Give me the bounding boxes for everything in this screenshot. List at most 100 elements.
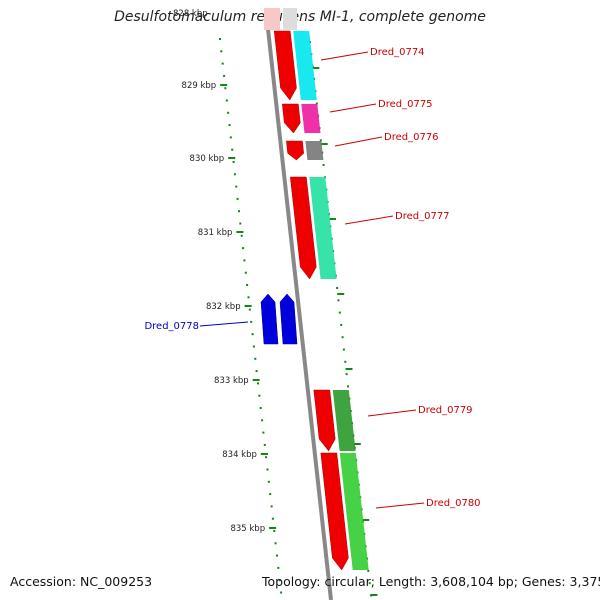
tick-mark	[250, 320, 253, 323]
gene-arrow-dred_0775[interactable]	[282, 103, 301, 134]
leader-line	[329, 103, 377, 113]
gene-label-dred_0777[interactable]: Dred_0777	[395, 211, 450, 222]
major-tick	[329, 218, 336, 220]
tick-mark	[238, 210, 240, 213]
scale-label: 835 kbp	[230, 524, 265, 534]
tick-mark	[228, 124, 231, 127]
tick-mark	[233, 173, 236, 176]
tick-mark	[315, 102, 318, 105]
tick-mark	[248, 308, 251, 311]
tick-mark	[270, 505, 273, 508]
major-tick	[269, 527, 277, 529]
tick-mark	[276, 554, 278, 557]
major-tick	[345, 368, 353, 370]
tick-mark	[347, 385, 349, 388]
scale-label: 831 kbp	[198, 228, 233, 238]
gene-arrow-dred_0779[interactable]	[313, 389, 336, 452]
tick-mark	[261, 419, 264, 422]
tick-mark	[251, 333, 254, 336]
gene-label-dred_0774[interactable]: Dred_0774	[370, 47, 425, 58]
tick-mark	[255, 370, 258, 373]
cog-band-dred_0779	[332, 390, 356, 451]
tick-mark	[257, 382, 259, 385]
scale-label: 833 kbp	[214, 376, 249, 386]
tick-mark	[344, 360, 347, 363]
tick-mark	[322, 164, 325, 166]
accession-text: Accession: NC_009253	[10, 574, 153, 589]
gene-arrow-dred_0774[interactable]	[273, 30, 297, 101]
tick-mark	[277, 566, 280, 569]
tick-mark	[368, 582, 371, 585]
tick-mark	[269, 493, 272, 496]
leader-line	[375, 502, 425, 509]
tick-mark	[243, 259, 246, 262]
tick-mark	[367, 569, 370, 572]
major-tick	[362, 519, 370, 521]
major-tick	[353, 443, 361, 445]
tick-mark	[223, 74, 226, 77]
major-tick	[337, 293, 345, 295]
scale-label: 830 kbp	[190, 154, 225, 164]
tick-mark	[225, 99, 228, 102]
gene-labels: Dred_0774 Dred_0775 Dred_0776 Dred_0777 Dred…	[144, 47, 480, 509]
gene-arrow-dred_0776[interactable]	[286, 140, 304, 161]
leader-line	[334, 136, 383, 147]
tick-mark	[227, 111, 230, 114]
tick-mark	[262, 431, 265, 434]
topology-text: Topology: circular; Length: 3,608,104 bp…	[262, 574, 600, 589]
cog-band-dred_0776	[305, 141, 324, 160]
tick-mark	[266, 468, 269, 471]
gene-label-dred_0779[interactable]: Dred_0779	[418, 405, 473, 416]
gene-label-dred_0776[interactable]: Dred_0776	[384, 132, 439, 143]
tick-mark	[271, 517, 274, 520]
tick-mark	[242, 247, 245, 250]
scale-label-828-kbp: 828 kbp	[173, 9, 208, 19]
tick-mark	[229, 136, 232, 139]
tick-mark	[220, 50, 223, 53]
genes	[260, 8, 369, 571]
tick-mark	[278, 579, 281, 582]
leader-line	[320, 51, 369, 61]
gene-label-dred_0778[interactable]: Dred_0778	[144, 321, 199, 332]
tick-mark	[337, 299, 340, 302]
tick-mark	[235, 185, 238, 188]
tick-mark	[259, 407, 262, 409]
gene-arrow-dred_0780[interactable]	[320, 452, 349, 571]
scale-label: 834 kbp	[222, 450, 257, 460]
tick-mark	[246, 284, 249, 286]
cog-band-dred_0780	[339, 453, 369, 570]
cog-band-dred_0775	[301, 104, 321, 133]
leader-line	[367, 409, 417, 417]
major-tick	[260, 453, 268, 455]
genome-backbone	[265, 19, 333, 600]
gene-label-dred_0780[interactable]: Dred_0780	[426, 498, 481, 509]
tick-mark	[231, 148, 234, 151]
tick-mark	[221, 62, 224, 65]
partial-gene	[264, 8, 280, 30]
tick-mark	[274, 542, 277, 545]
tick-mark	[224, 87, 227, 90]
scale-labels: 828 kbp 829 kbp 830 kbp 831 kbp 832 kbp 833 …	[173, 9, 265, 534]
tick-mark	[240, 234, 243, 237]
gene-arrow-dred_0777[interactable]	[290, 176, 317, 280]
tick-mark	[340, 323, 343, 326]
major-tick	[370, 594, 378, 596]
tick-mark	[345, 373, 348, 376]
major-tick	[228, 157, 236, 159]
leader-line	[199, 321, 249, 327]
cog-band-dred_0778	[279, 293, 298, 345]
tick-mark	[265, 456, 268, 459]
gene-arrow-dred_0778[interactable]	[260, 293, 279, 345]
major-tick	[244, 305, 252, 307]
scale-label: 832 kbp	[206, 302, 241, 312]
tick-mark	[239, 222, 242, 225]
tick-mark	[273, 530, 276, 532]
map-title: Desulfotomaculum reducens MI-1, complete…	[114, 9, 486, 25]
tick-mark	[258, 394, 261, 397]
gene-label-dred_0775[interactable]: Dred_0775	[378, 99, 433, 110]
tick-mark	[247, 296, 250, 299]
cog-band-dred_0777	[309, 177, 337, 279]
tick-mark	[252, 345, 255, 348]
major-tick	[320, 143, 328, 145]
